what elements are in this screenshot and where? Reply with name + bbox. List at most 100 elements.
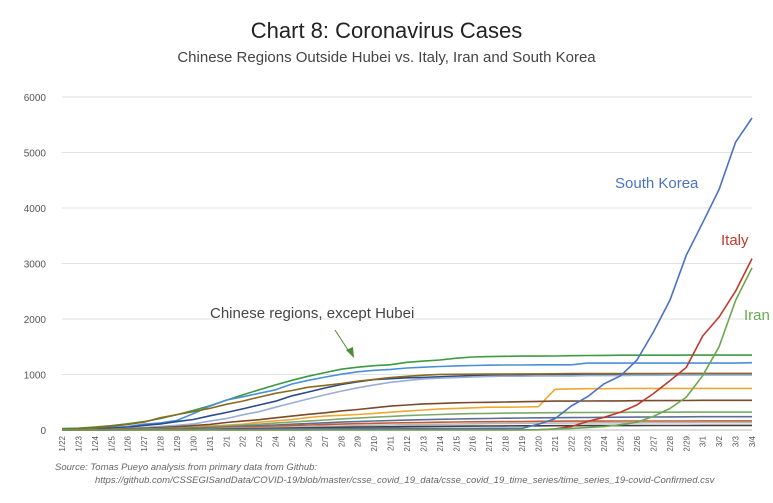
x-tick-group: 2/16 xyxy=(469,435,478,451)
x-tick-group: 1/28 xyxy=(157,435,166,451)
y-tick-label: 6000 xyxy=(24,93,47,104)
x-tick-group: 1/29 xyxy=(173,435,182,451)
x-tick-group: 1/26 xyxy=(124,435,133,451)
x-tick-group: 2/26 xyxy=(633,435,642,451)
x-tick-group: 3/3 xyxy=(732,435,741,447)
x-tick-label: 2/9 xyxy=(354,435,363,447)
series-label-iran: Iran xyxy=(744,307,770,324)
x-tick-label: 2/19 xyxy=(518,435,527,451)
x-tick-label: 3/4 xyxy=(748,435,757,447)
x-tick-group: 3/2 xyxy=(715,435,724,447)
x-tick-group: 2/10 xyxy=(370,435,379,451)
x-tick-label: 1/22 xyxy=(58,435,67,451)
x-tick-group: 2/23 xyxy=(584,435,593,451)
x-tick-group: 2/24 xyxy=(600,435,609,451)
x-tick-group: 1/27 xyxy=(140,435,149,451)
series-label-south-korea: South Korea xyxy=(615,175,699,192)
x-tick-label: 1/31 xyxy=(206,435,215,451)
x-tick-group: 2/12 xyxy=(403,435,412,451)
x-tick-label: 1/28 xyxy=(157,435,166,451)
x-tick-group: 2/2 xyxy=(239,435,248,447)
x-tick-group: 2/28 xyxy=(666,435,675,451)
x-tick-group: 2/20 xyxy=(534,435,543,451)
y-tick-label: 0 xyxy=(40,426,46,437)
x-tick-label: 1/27 xyxy=(140,435,149,451)
x-tick-group: 2/6 xyxy=(304,435,313,447)
x-tick-label: 2/8 xyxy=(337,435,346,447)
x-tick-label: 2/28 xyxy=(666,435,675,451)
source-note: Source: Tomas Pueyo analysis from primar… xyxy=(55,462,318,473)
x-tick-group: 2/13 xyxy=(419,435,428,451)
x-tick-label: 2/14 xyxy=(436,435,445,451)
x-tick-label: 2/15 xyxy=(452,435,461,451)
y-tick-label: 1000 xyxy=(24,371,47,382)
x-tick-label: 1/30 xyxy=(189,435,198,451)
china-region-line xyxy=(61,399,752,431)
x-tick-label: 2/1 xyxy=(222,435,231,447)
x-tick-group: 2/22 xyxy=(567,435,576,451)
china-region-line xyxy=(61,361,753,431)
x-tick-label: 3/2 xyxy=(715,435,724,447)
x-tick-group: 2/14 xyxy=(436,435,445,451)
x-tick-label: 3/1 xyxy=(699,435,708,447)
annotation-arrow xyxy=(334,329,354,358)
series-line-iran xyxy=(62,267,753,431)
x-tick-label: 1/24 xyxy=(91,435,100,451)
x-tick-group: 2/5 xyxy=(288,435,297,447)
x-axis-ticks: 1/22 1/23 1/24 1/25 1/26 1/27 1/28 1/29 1/30 1/31… xyxy=(58,435,757,451)
x-tick-label: 2/21 xyxy=(551,435,560,451)
x-tick-label: 2/12 xyxy=(403,435,412,451)
x-tick-label: 2/17 xyxy=(485,435,494,451)
china-region-line xyxy=(61,374,752,431)
x-tick-label: 2/6 xyxy=(304,435,313,447)
x-tick-group: 2/7 xyxy=(321,435,330,447)
series-labels: South Korea Italy Iran xyxy=(615,175,770,324)
x-tick-label: 2/20 xyxy=(534,435,543,451)
x-tick-group: 2/15 xyxy=(452,435,461,451)
x-tick-group: 2/11 xyxy=(387,435,396,451)
x-tick-label: 2/29 xyxy=(682,435,691,451)
x-tick-group: 1/24 xyxy=(91,435,100,451)
highlighted-series xyxy=(62,117,753,431)
x-tick-label: 2/23 xyxy=(584,435,593,451)
x-tick-label: 2/7 xyxy=(321,435,330,447)
x-tick-group: 1/23 xyxy=(74,435,83,451)
annotation-label: Chinese regions, except Hubei xyxy=(210,305,414,322)
x-tick-label: 2/27 xyxy=(649,435,658,451)
series-line-south-korea xyxy=(62,117,753,431)
x-tick-group: 2/9 xyxy=(354,435,363,447)
x-tick-group: 1/22 xyxy=(58,435,67,451)
x-tick-label: 2/22 xyxy=(567,435,576,451)
x-tick-label: 2/26 xyxy=(633,435,642,451)
x-tick-group: 2/27 xyxy=(649,435,658,451)
source-url: https://github.com/CSSEGISandData/COVID-… xyxy=(95,475,715,486)
x-tick-label: 3/3 xyxy=(732,435,741,447)
x-tick-group: 2/17 xyxy=(485,435,494,451)
y-tick-label: 4000 xyxy=(24,204,47,215)
series-label-italy: Italy xyxy=(721,232,749,249)
x-tick-group: 2/1 xyxy=(222,435,231,447)
y-tick-label: 3000 xyxy=(24,260,47,271)
x-tick-group: 1/30 xyxy=(189,435,198,451)
chart-title: Chart 8: Coronavirus Cases xyxy=(250,18,523,43)
x-tick-label: 2/18 xyxy=(502,435,511,451)
y-axis-ticks: 0 1000 2000 3000 4000 5000 6000 xyxy=(24,93,47,437)
x-tick-label: 2/11 xyxy=(387,435,396,451)
x-tick-label: 1/29 xyxy=(173,435,182,451)
y-tick-label: 5000 xyxy=(24,149,47,160)
x-tick-label: 2/10 xyxy=(370,435,379,451)
x-tick-label: 2/5 xyxy=(288,435,297,447)
china-region-line xyxy=(61,372,752,431)
y-tick-label: 2000 xyxy=(24,315,47,326)
x-tick-label: 2/13 xyxy=(419,435,428,451)
x-tick-group: 2/25 xyxy=(617,435,626,451)
x-tick-label: 1/25 xyxy=(107,435,116,451)
x-tick-label: 2/4 xyxy=(272,435,281,447)
x-tick-group: 2/21 xyxy=(551,435,560,451)
china-region-line xyxy=(61,373,752,431)
x-tick-group: 1/25 xyxy=(107,435,116,451)
x-tick-group: 2/18 xyxy=(502,435,511,451)
x-tick-label: 2/24 xyxy=(600,435,609,451)
